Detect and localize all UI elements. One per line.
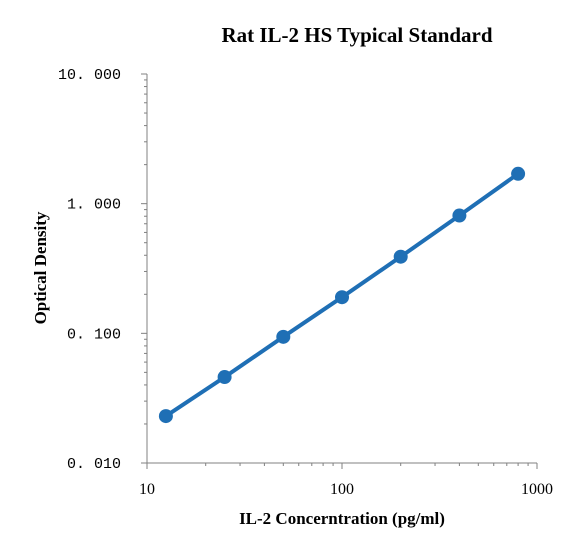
x-tick-label: 100 [330, 481, 354, 498]
y-tick-label: 1. 000 [67, 197, 121, 214]
data-point [452, 208, 467, 223]
x-tick-label: 1000 [521, 481, 553, 498]
y-tick-label: 0. 010 [67, 456, 121, 473]
data-point [217, 370, 232, 385]
data-point [393, 249, 408, 264]
data-point [335, 290, 349, 305]
data-point [158, 409, 173, 424]
data-point [276, 329, 291, 344]
y-tick-label: 0. 100 [67, 326, 121, 343]
data-point [511, 166, 526, 181]
series-group [158, 166, 526, 424]
y-axis-label: Optical Density [31, 211, 50, 324]
chart-title: Rat IL-2 HS Typical Standard [221, 23, 492, 47]
y-tick-label: 10. 000 [58, 67, 121, 84]
y-axis: 0. 010 0. 100 1. 000 10. 000 [58, 67, 148, 473]
x-axis-label: IL-2 Concerntration (pg/ml) [239, 509, 445, 528]
x-axis: 10 100 1000 [139, 462, 553, 498]
x-tick-label: 10 [139, 481, 155, 498]
